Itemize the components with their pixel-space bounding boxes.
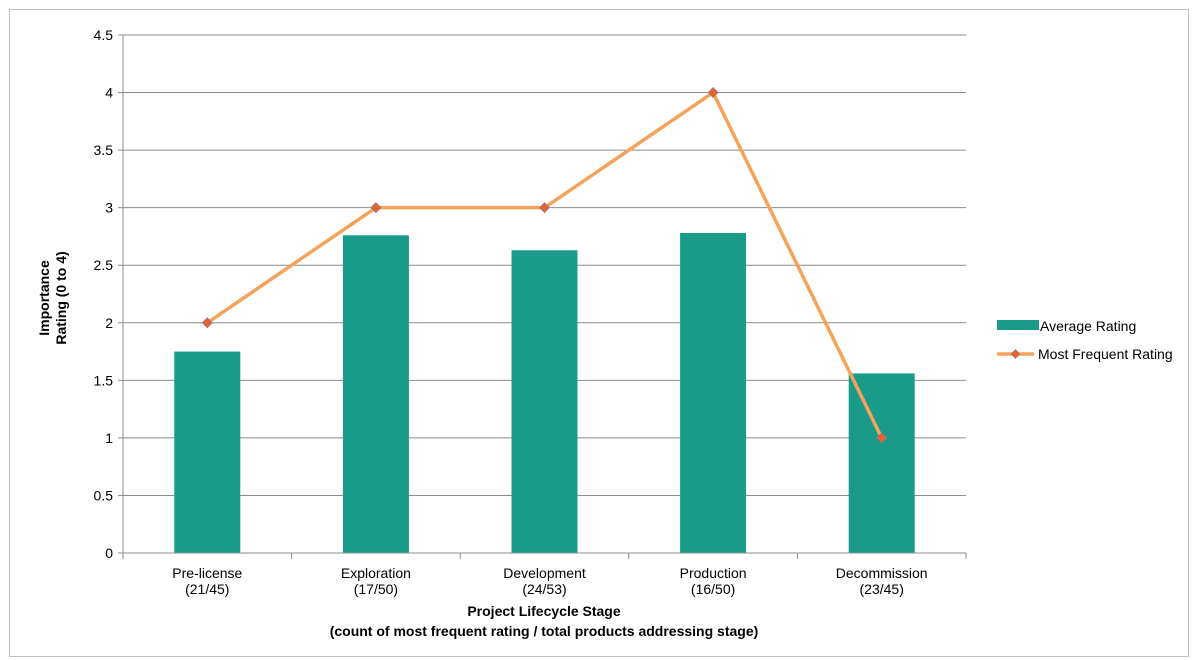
x-tick-label: Decommission [836,565,928,581]
x-tick-label: Production [680,565,747,581]
y-tick-label: 0 [105,545,113,561]
y-tick-label: 1 [105,430,113,446]
y-tick-label: 2.5 [94,257,114,273]
x-tick-sublabel: (16/50) [691,581,735,597]
line-marker [370,202,382,214]
y-axis-title-line2: Rating (0 to 4) [53,251,69,344]
bar [848,373,915,553]
bar [342,235,409,553]
line-marker [876,432,888,444]
x-tick-labels: Pre-license(21/45) Exploration(17/50) Deve… [172,565,927,597]
y-tick-label: 1.5 [94,372,114,388]
line-marker [707,87,719,99]
y-tick-label: 4 [105,85,113,101]
bar [680,232,747,554]
legend-marker-most-frequent-rating [1010,349,1021,359]
x-tick-label: Development [503,565,586,581]
x-tick-sublabel: (21/45) [185,581,229,597]
x-axis-title-line2: (count of most frequent rating / total p… [330,623,759,639]
x-tick-sublabel: (17/50) [354,581,398,597]
bar [174,351,241,553]
line-marker [539,202,550,214]
y-tick-label: 0.5 [94,487,114,503]
y-axis-title-line1: Importance [36,260,52,336]
legend-label-most-frequent-rating: Most Frequent Rating [1038,346,1173,362]
y-tick-label: 2 [105,315,113,331]
y-tick-label: 3.5 [94,142,114,158]
bar [511,250,578,553]
x-tick-label: Exploration [341,565,411,581]
x-tick-sublabel: (23/45) [860,581,904,597]
line-series [201,87,888,444]
legend: Average Rating Most Frequent Rating [997,318,1173,362]
axes [118,34,967,559]
x-axis-title-line1: Project Lifecycle Stage [467,603,621,619]
line-marker [201,317,213,329]
x-tick-label: Pre-license [172,565,242,581]
x-tick-sublabel: (24/53) [522,581,566,597]
bar-series [174,232,915,554]
legend-label-average-rating: Average Rating [1040,318,1136,334]
y-tick-label: 4.5 [94,27,114,43]
y-tick-labels: 0 0.5 1 1.5 2 2.5 3 3.5 4 4.5 [94,27,114,561]
y-tick-label: 3 [105,200,113,216]
legend-swatch-average-rating [997,320,1039,330]
